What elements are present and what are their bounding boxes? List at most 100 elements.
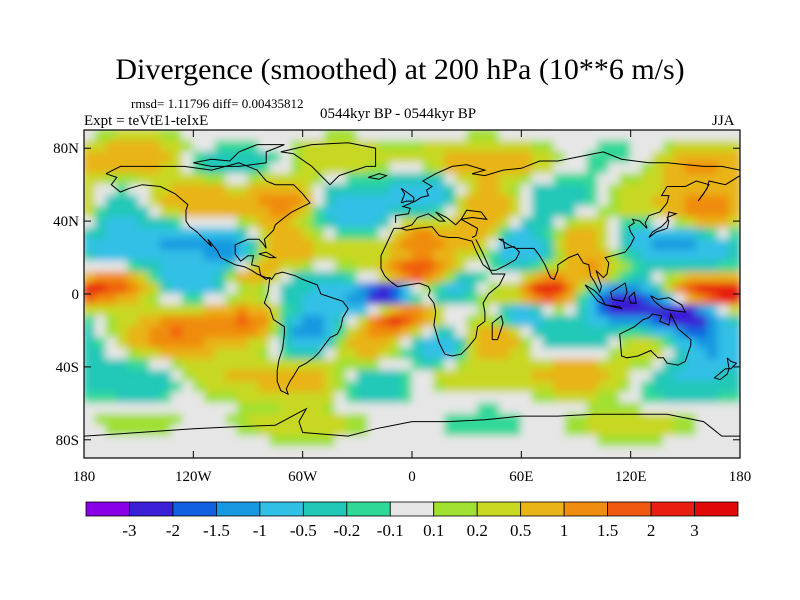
- field-cell: [116, 206, 129, 218]
- field-cell: [313, 162, 326, 175]
- y-tick-label: 80S: [56, 433, 79, 449]
- field-cell: [553, 326, 566, 339]
- field-cell: [455, 195, 468, 208]
- field-cell: [181, 293, 194, 306]
- field-cell: [652, 260, 664, 273]
- field-cell: [389, 206, 402, 218]
- field-cell: [203, 348, 216, 361]
- field-cell: [247, 184, 260, 197]
- field-cell: [597, 151, 610, 164]
- field-cell: [302, 413, 315, 426]
- field-cell: [575, 304, 588, 317]
- field-cell: [192, 359, 205, 372]
- field-cell: [170, 359, 183, 372]
- field-cell: [84, 293, 96, 306]
- field-cell: [564, 337, 577, 350]
- field-cell: [127, 184, 140, 197]
- field-cell: [225, 282, 238, 295]
- coastline: [400, 211, 479, 238]
- field-cell: [280, 293, 293, 306]
- field-cell: [520, 315, 533, 328]
- field-cell: [684, 446, 697, 458]
- colorbar-label: -2: [166, 521, 180, 540]
- field-cell: [84, 238, 96, 251]
- field-cell: [455, 140, 468, 153]
- field-cell: [389, 359, 402, 372]
- field-cell: [619, 435, 632, 448]
- field-cell: [444, 370, 457, 382]
- field-cell: [455, 206, 468, 218]
- field-cell: [367, 391, 380, 404]
- field-cell: [313, 195, 326, 208]
- field-cell: [378, 413, 391, 426]
- field-cell: [94, 446, 107, 458]
- colorbar-label: 0.5: [510, 521, 531, 540]
- field-cell: [608, 216, 621, 229]
- field-cell: [105, 435, 118, 448]
- field-cell: [422, 435, 435, 448]
- field-cell: [291, 151, 304, 164]
- field-cell: [488, 402, 500, 415]
- field-cell: [378, 424, 391, 437]
- field-cell: [280, 326, 293, 339]
- field-cell: [706, 435, 719, 448]
- field-cell: [356, 326, 369, 339]
- field-cell: [466, 293, 479, 306]
- field-cell: [488, 359, 500, 372]
- field-cell: [181, 424, 194, 437]
- field-cell: [542, 130, 555, 142]
- field-cell: [324, 195, 336, 208]
- field-cell: [247, 238, 260, 251]
- field-cell: [597, 282, 610, 295]
- field-cell: [160, 184, 172, 197]
- field-cell: [641, 271, 654, 284]
- field-cell: [509, 271, 522, 284]
- colorbar-label: -1: [253, 521, 267, 540]
- field-cell: [345, 413, 358, 426]
- field-cell: [367, 413, 380, 426]
- field-cell: [269, 413, 282, 426]
- field-cell: [455, 184, 468, 197]
- field-cell: [652, 435, 664, 448]
- field-cell: [334, 216, 347, 229]
- field-cell: [160, 348, 172, 361]
- field-cell: [433, 216, 446, 229]
- field-cell: [641, 130, 654, 142]
- field-cell: [378, 446, 391, 458]
- field-cell: [84, 249, 96, 262]
- field-cell: [728, 293, 740, 306]
- field-cell: [531, 282, 544, 295]
- field-cell: [422, 206, 435, 218]
- field-cell: [105, 140, 118, 153]
- field-cell: [94, 282, 107, 295]
- field-cell: [531, 249, 544, 262]
- field-cell: [630, 227, 643, 240]
- field-cell: [717, 130, 730, 142]
- field-cell: [542, 424, 555, 437]
- field-cell: [84, 348, 96, 361]
- field-cell: [542, 173, 555, 186]
- field-cell: [313, 140, 326, 153]
- field-cell: [695, 184, 708, 197]
- field-cell: [608, 282, 621, 295]
- field-cell: [84, 173, 96, 186]
- field-cell: [575, 151, 588, 164]
- field-cell: [553, 173, 566, 186]
- field-cell: [236, 282, 249, 295]
- field-cell: [433, 162, 446, 175]
- field-cell: [400, 435, 413, 448]
- field-cell: [84, 216, 96, 229]
- field-cell: [192, 151, 205, 164]
- field-cell: [433, 293, 446, 306]
- field-cell: [422, 271, 435, 284]
- field-cell: [477, 424, 490, 437]
- field-cell: [695, 282, 708, 295]
- field-cell: [728, 260, 740, 273]
- field-cell: [334, 413, 347, 426]
- field-cell: [356, 424, 369, 437]
- colorbar-swatch: [520, 501, 565, 517]
- field-cell: [455, 391, 468, 404]
- field-cell: [728, 413, 740, 426]
- field-cell: [94, 413, 107, 426]
- field-cell: [378, 162, 391, 175]
